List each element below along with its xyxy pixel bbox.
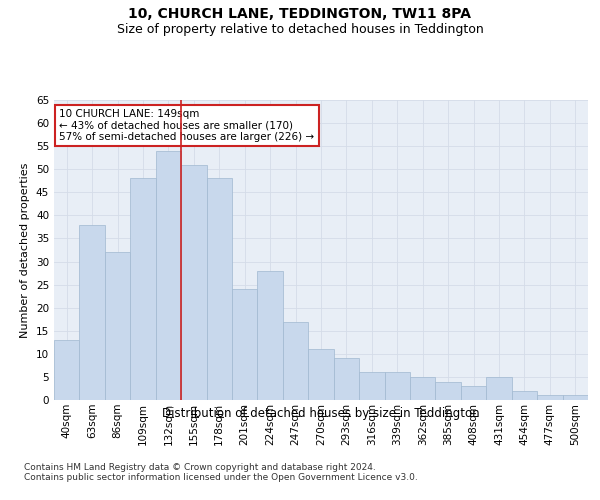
Bar bbox=[206, 178, 232, 400]
Bar bbox=[156, 151, 181, 400]
Text: Distribution of detached houses by size in Teddington: Distribution of detached houses by size … bbox=[162, 408, 480, 420]
Y-axis label: Number of detached properties: Number of detached properties bbox=[20, 162, 31, 338]
Bar bbox=[410, 377, 436, 400]
Bar bbox=[308, 349, 334, 400]
Bar bbox=[359, 372, 385, 400]
Bar bbox=[181, 164, 206, 400]
Bar bbox=[54, 340, 79, 400]
Bar bbox=[385, 372, 410, 400]
Bar bbox=[537, 396, 563, 400]
Bar bbox=[257, 271, 283, 400]
Bar bbox=[512, 391, 537, 400]
Bar bbox=[232, 289, 257, 400]
Text: 10, CHURCH LANE, TEDDINGTON, TW11 8PA: 10, CHURCH LANE, TEDDINGTON, TW11 8PA bbox=[128, 8, 472, 22]
Text: Size of property relative to detached houses in Teddington: Size of property relative to detached ho… bbox=[116, 22, 484, 36]
Text: 10 CHURCH LANE: 149sqm
← 43% of detached houses are smaller (170)
57% of semi-de: 10 CHURCH LANE: 149sqm ← 43% of detached… bbox=[59, 109, 314, 142]
Text: Contains HM Land Registry data © Crown copyright and database right 2024.
Contai: Contains HM Land Registry data © Crown c… bbox=[24, 462, 418, 482]
Bar bbox=[283, 322, 308, 400]
Bar bbox=[130, 178, 156, 400]
Bar bbox=[105, 252, 130, 400]
Bar bbox=[334, 358, 359, 400]
Bar bbox=[461, 386, 486, 400]
Bar bbox=[486, 377, 512, 400]
Bar bbox=[563, 396, 588, 400]
Bar bbox=[436, 382, 461, 400]
Bar bbox=[79, 224, 105, 400]
